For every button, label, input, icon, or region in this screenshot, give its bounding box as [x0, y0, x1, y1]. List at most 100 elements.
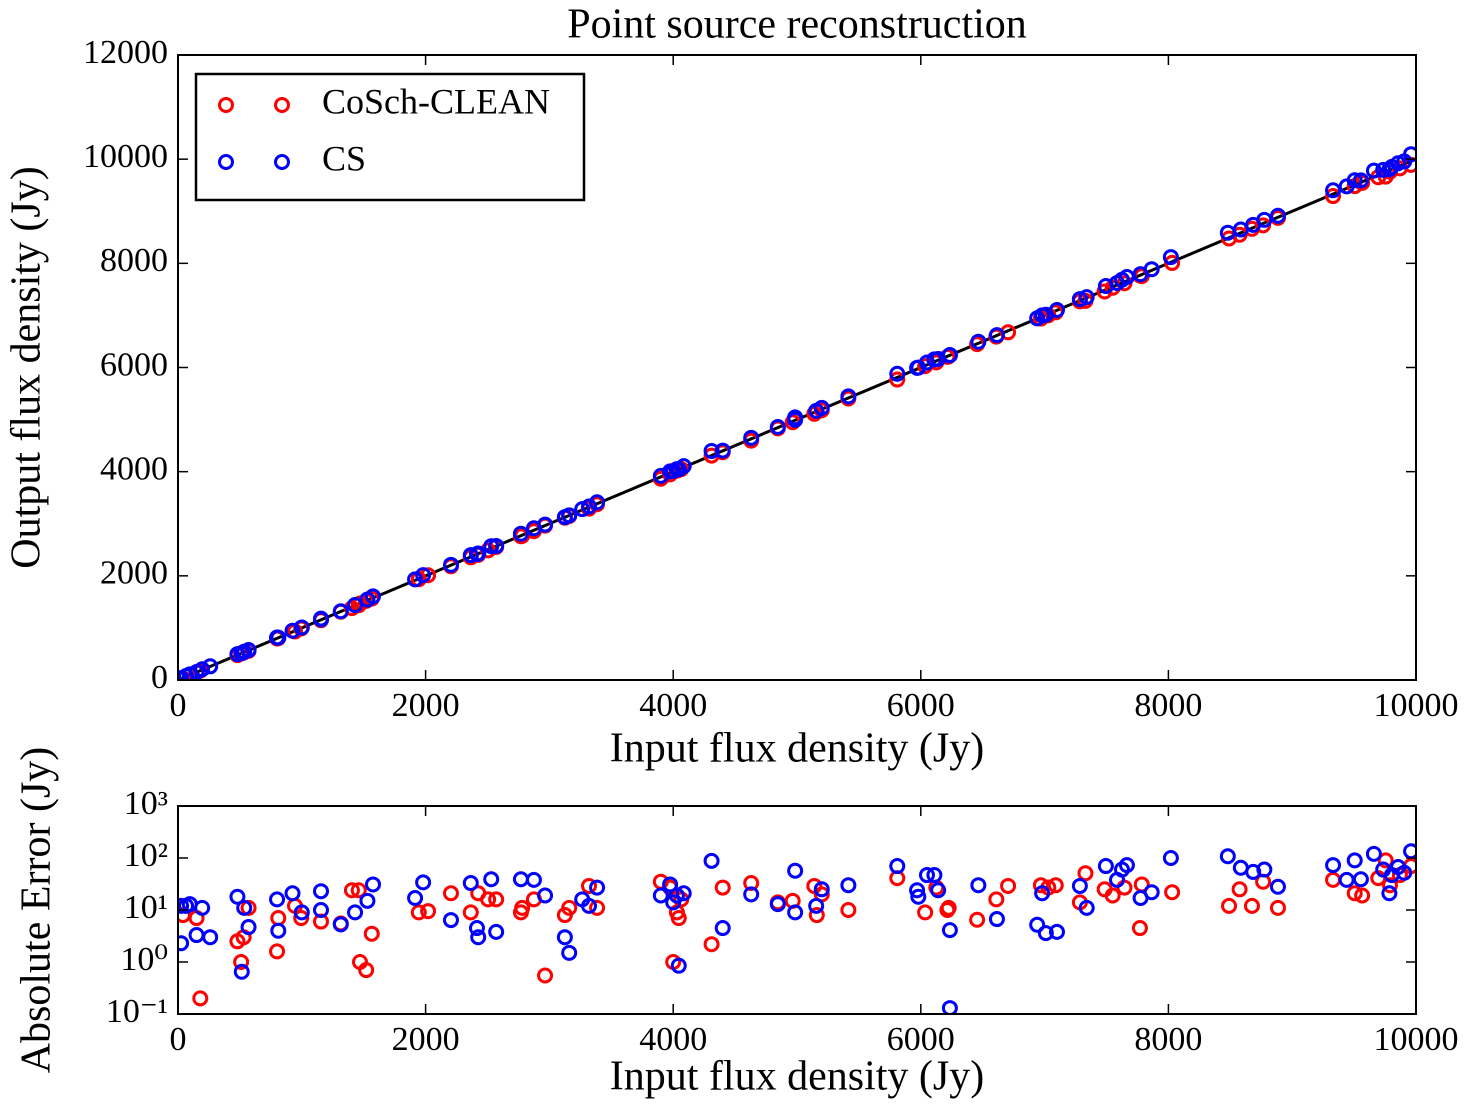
point — [714, 920, 731, 937]
point — [1071, 877, 1088, 894]
x-tick-label: 6000 — [887, 1021, 955, 1058]
point — [194, 899, 211, 916]
x-tick-label: 0 — [170, 687, 187, 724]
point — [462, 547, 479, 564]
point — [293, 910, 310, 927]
point — [350, 882, 367, 899]
point — [1164, 884, 1181, 901]
point — [889, 858, 906, 875]
point — [1325, 871, 1342, 888]
point — [1382, 877, 1399, 894]
point — [1352, 871, 1369, 888]
point — [787, 411, 804, 428]
point — [407, 571, 424, 588]
point — [537, 887, 554, 904]
point — [270, 922, 287, 939]
point — [561, 899, 578, 916]
point — [442, 912, 459, 929]
point — [470, 929, 487, 946]
y-axis-label: Output flux density (Jy) — [4, 166, 50, 568]
y-tick-label: 10¹ — [124, 889, 168, 926]
point — [1346, 852, 1363, 869]
point — [1365, 845, 1382, 862]
point — [364, 588, 381, 605]
point — [420, 903, 437, 920]
point — [178, 935, 190, 952]
point — [415, 874, 432, 891]
point — [1365, 162, 1382, 179]
point — [889, 365, 906, 382]
point — [462, 904, 479, 921]
y-tick-label: 6000 — [100, 346, 168, 383]
point — [840, 902, 857, 918]
x-tick-label: 6000 — [887, 687, 955, 724]
point — [675, 885, 692, 902]
point — [840, 877, 857, 894]
y-tick-label: 2000 — [100, 555, 168, 592]
point — [284, 622, 301, 639]
point — [188, 927, 205, 944]
point — [270, 629, 287, 646]
point — [970, 877, 987, 894]
point — [233, 954, 250, 970]
point — [525, 871, 542, 888]
point — [229, 888, 246, 905]
point — [312, 902, 329, 918]
point — [1034, 885, 1051, 902]
point — [1116, 879, 1133, 896]
point — [589, 899, 606, 916]
point — [293, 904, 310, 921]
point — [581, 498, 598, 515]
point — [556, 929, 573, 946]
point — [537, 967, 554, 984]
x-tick-label: 8000 — [1134, 1021, 1202, 1058]
point — [1162, 249, 1179, 266]
point — [1403, 146, 1416, 163]
point — [442, 885, 459, 902]
point — [787, 862, 804, 879]
x-tick-label: 2000 — [392, 1021, 460, 1058]
point — [359, 892, 376, 909]
y-tick-label: 10⁰ — [120, 941, 168, 978]
point — [1048, 923, 1065, 940]
point — [1143, 884, 1160, 901]
y-tick-label: 10² — [124, 837, 168, 874]
legend-marker — [274, 154, 290, 170]
point — [1078, 899, 1095, 916]
point — [202, 929, 219, 946]
point — [415, 567, 432, 584]
legend-marker — [274, 97, 290, 113]
point — [233, 963, 250, 980]
point — [1256, 861, 1273, 878]
point — [1037, 925, 1054, 942]
point — [462, 875, 479, 892]
point — [312, 611, 329, 628]
point — [769, 896, 786, 913]
point — [1269, 899, 1286, 916]
point — [332, 916, 349, 933]
point — [1269, 878, 1286, 895]
point — [589, 879, 606, 896]
point — [970, 333, 987, 350]
y-tick-label: 8000 — [100, 242, 168, 279]
point — [703, 442, 720, 459]
y-tick-label: 10⁻¹ — [106, 993, 168, 1030]
point — [910, 888, 927, 905]
point — [1048, 302, 1065, 318]
point — [703, 936, 720, 953]
point — [1396, 864, 1413, 881]
point — [581, 877, 598, 894]
point — [1219, 848, 1236, 865]
point — [488, 923, 505, 940]
point — [364, 876, 381, 893]
point — [1354, 887, 1371, 904]
point — [470, 545, 487, 562]
x-tick-label: 10000 — [1374, 687, 1459, 724]
point — [1243, 897, 1260, 914]
x-axis-label: Input flux density (Jy) — [610, 726, 984, 772]
point — [941, 1000, 958, 1014]
point — [512, 871, 529, 888]
point — [1118, 857, 1135, 874]
y-tick-label: 10³ — [124, 785, 168, 822]
point — [581, 897, 598, 914]
